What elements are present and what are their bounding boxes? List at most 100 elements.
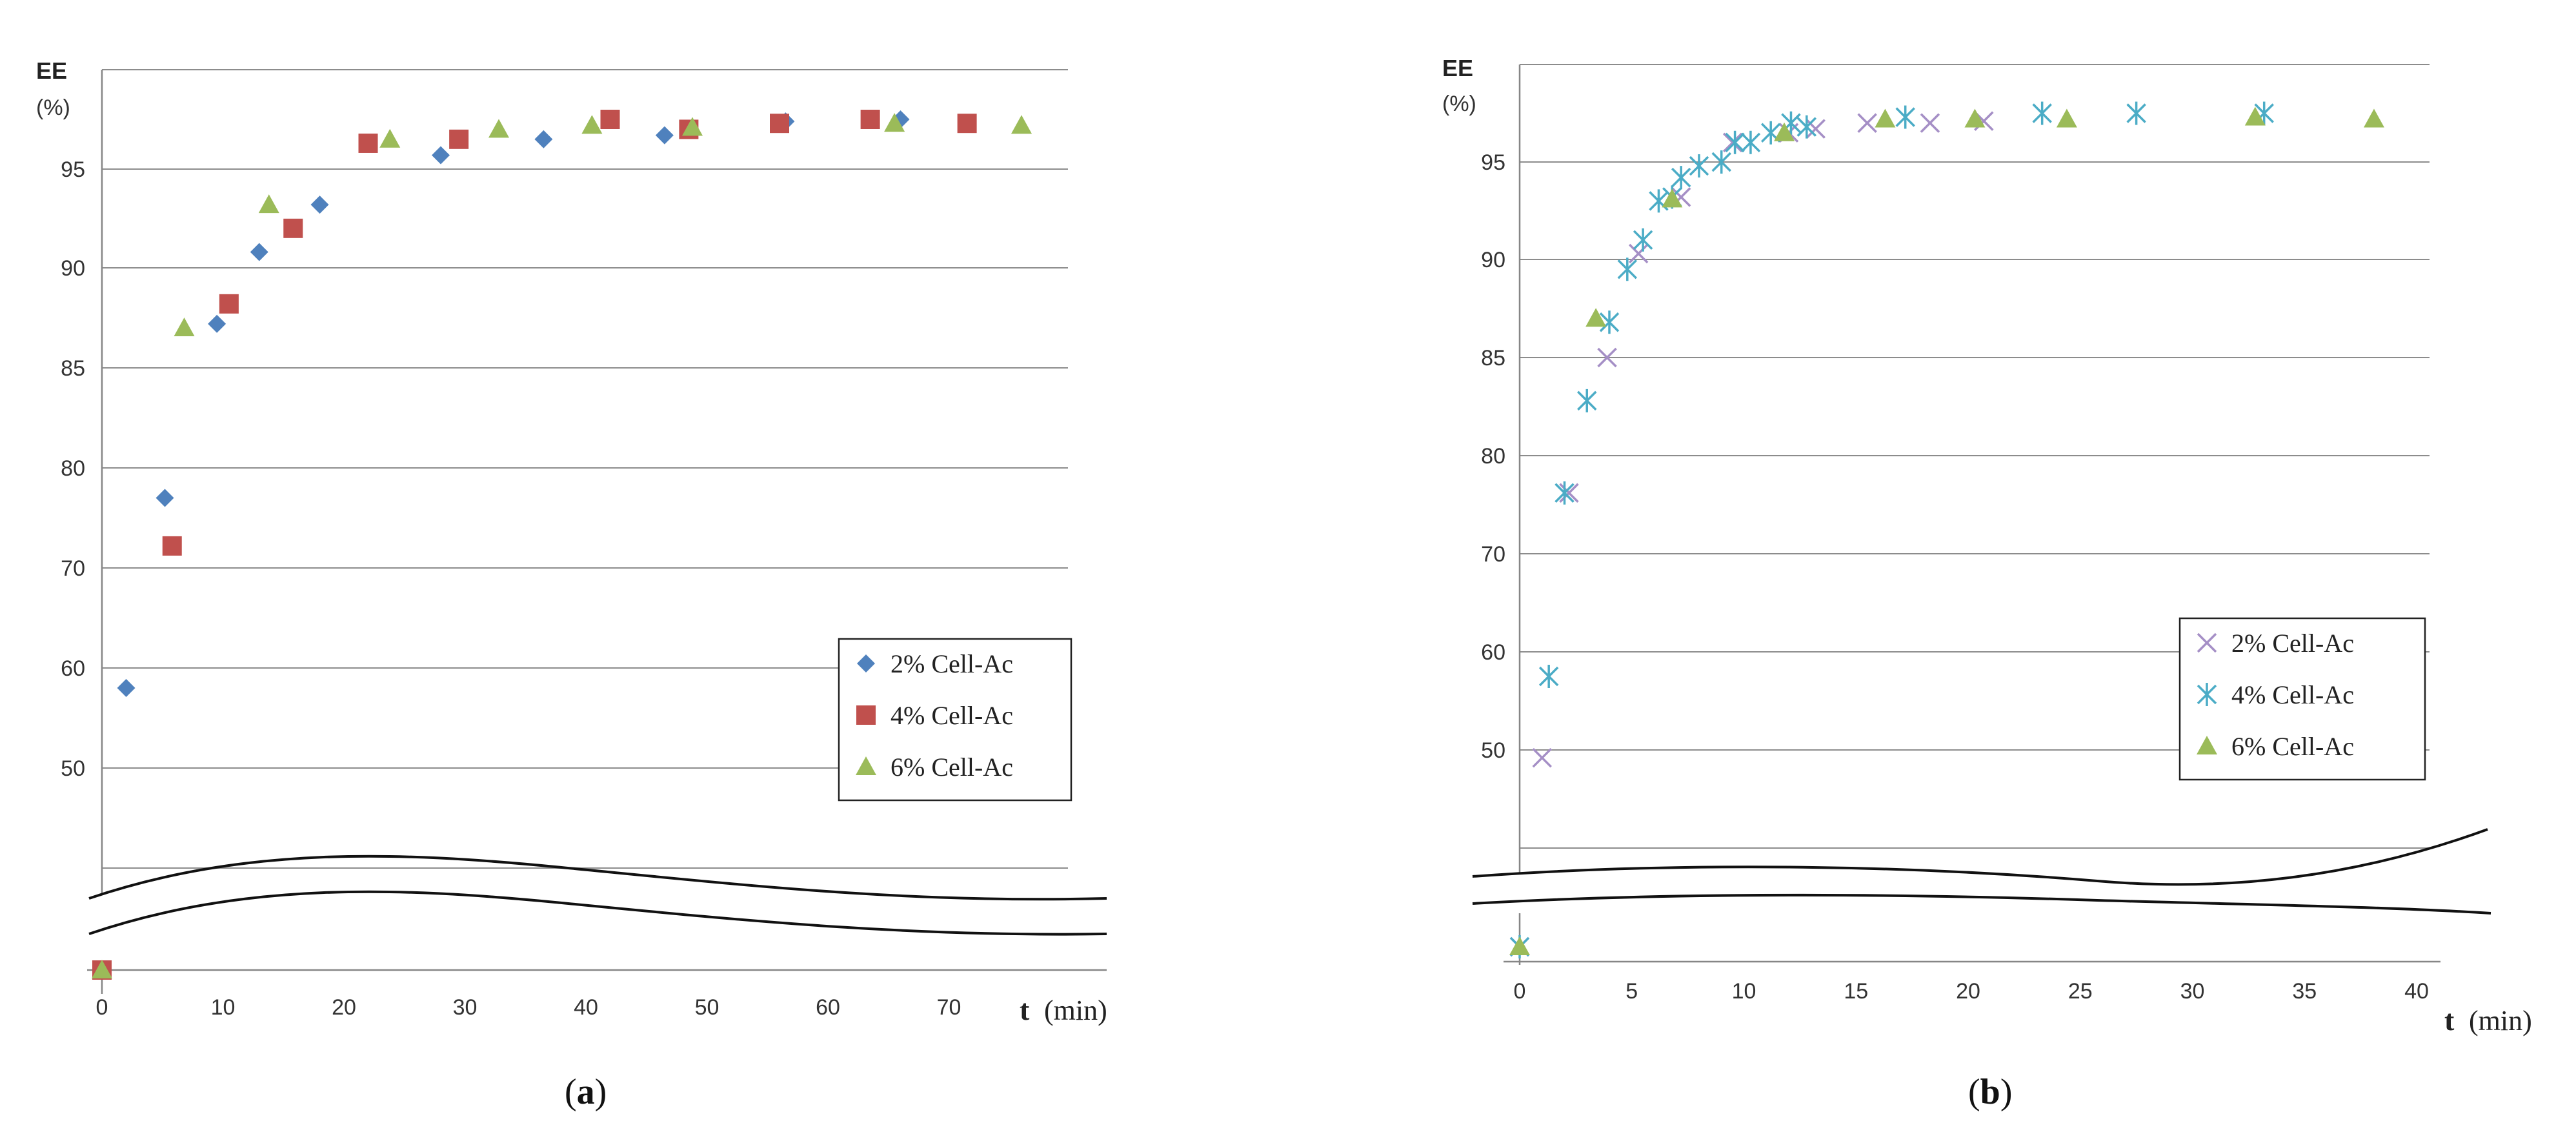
panel-a-legend-label: 6% Cell-Ac [891,753,1013,782]
panel-a-data-point [432,146,450,165]
panel-a-xlabel-unit: (min) [1044,995,1107,1026]
panel-a-data-point [534,130,553,148]
panel-a-ytick-label: 70 [61,556,85,581]
panel-a-data-point [860,110,880,129]
panel-a-xtick-label: 30 [453,995,478,1020]
panel-a-data-point [283,218,303,238]
panel-b-xtick-label: 10 [1732,979,1756,1004]
panel-b-xlabel-var: t [2444,1004,2455,1037]
panel-a-data-point [219,294,239,314]
panel-a-xtick-label: 50 [695,995,719,1020]
panel-a-xtick-label: 0 [96,995,108,1020]
panel-a-data-point [156,489,174,507]
panel-b-ylabel-unit: (%) [1442,92,1476,116]
panel-b-data-point [1538,665,1559,688]
panel-b-data-point [1662,188,1683,208]
panel-a-data-point [957,114,977,134]
panel-b-data-point [1633,228,1653,252]
panel-b-data-point [1689,154,1709,178]
panel-b-data-point [1532,747,1552,768]
panel-b-data-point [2126,101,2146,125]
panel-b-data-point [1875,108,1896,128]
panel-b-data-point [1628,243,1649,264]
panel-b-data-point [1920,113,1940,133]
panel-a-data-point [770,114,789,134]
panel-b-data-point [1585,308,1607,327]
panel-b-data-point [1649,189,1669,213]
panel-a-legend-label: 4% Cell-Ac [891,701,1013,730]
panel-a-legend-marker [856,756,876,775]
panel-b-xtick-label: 25 [2068,979,2093,1004]
panel-a-xtick-label: 60 [816,995,840,1020]
panel-a-axis-break [88,855,1107,936]
panel-b-legend-label: 6% Cell-Ac [2231,732,2354,761]
panel-b: EE (%) 50 60 70 80 85 90 95 0 5 10 15 20 25 30 35 40 t… [1442,55,2532,1112]
panel-b-xtick-label: 40 [2404,979,2429,1004]
panel-b-data-point [1722,132,1743,153]
panel-b-data-point [1774,122,1795,141]
panel-a-caption: (a) [565,1072,607,1112]
panel-b-ytick-label: 95 [1481,150,1505,175]
panel-a-ytick-label: 95 [61,157,85,182]
panel-a-legend-marker [857,654,875,673]
panel-a-data-point [358,133,378,153]
panel-b-axis-break [1472,828,2491,915]
panel-a-xlabel-var: t [1020,993,1030,1026]
panel-b-data-point [1599,310,1620,334]
panel-b-ytick-label: 50 [1481,738,1505,763]
panel-b-xtick-label: 15 [1844,979,1868,1004]
panel-a-data-point [682,117,703,136]
panel-b-legend-label: 4% Cell-Ac [2231,680,2354,709]
panel-b-xtick-label: 20 [1956,979,1980,1004]
panel-a-data-point [92,960,112,978]
panel-b-xtick-label: 35 [2292,979,2317,1004]
panel-b-data-point [2244,106,2266,126]
panel-b-series-triangle [1509,106,2384,955]
panel-b-data-point [1559,483,1579,503]
panel-b-ytick-label: 85 [1481,346,1505,370]
panel-a-xtick-label: 40 [574,995,598,1020]
panel-b-data-point [1711,150,1731,174]
panel-b-data-point [1555,481,1575,505]
panel-b-ytick-label: 70 [1481,542,1505,567]
panel-a-data-point [310,196,329,214]
panel-b-xtick-label: 30 [2180,979,2205,1004]
panel-a-ylabel: EE [36,57,67,84]
panel-a-data-point [258,194,279,214]
panel-a-xtick-label: 70 [937,995,961,1020]
panel-a-data-point [449,129,469,149]
panel-a-data-point [117,679,136,697]
panel-b-ytick-label: 80 [1481,444,1505,469]
panel-b-data-point [1577,389,1597,412]
panel-b-xlabel-unit: (min) [2469,1005,2532,1037]
panel-b-caption: (b) [1968,1072,2012,1112]
panel-b-legend-marker [2197,632,2217,653]
panel-a-series-square [92,110,977,980]
panel-b-data-point [1740,130,1761,154]
panel-a-data-point [884,113,905,132]
panel-b-ytick-label: 60 [1481,640,1505,665]
panel-b-data-point [1617,258,1638,281]
panel-b-data-point [1671,166,1691,190]
panel-a-legend-label: 2% Cell-Ac [891,649,1013,678]
panel-a-xtick-label: 10 [211,995,236,1020]
panel-a-data-point [379,128,401,148]
panel-b-legend-marker [2197,683,2217,706]
panel-a-ytick-label: 50 [61,756,85,781]
panel-b-series-asterisk [1509,101,2274,958]
panel-a-xtick-label: 20 [332,995,356,1020]
panel-b-legend-marker [2197,736,2217,754]
panel-b-ytick-label: 90 [1481,248,1505,272]
panel-a-series-triangle [92,113,1032,978]
panel-b-axes [1504,65,2440,965]
panel-b-data-point [1857,113,1877,133]
panel-b-data-point [2363,108,2384,128]
panel-a-data-point [250,243,268,261]
panel-a-data-point [208,314,226,333]
panel-a-ylabel-unit: (%) [36,96,70,120]
panel-b-ylabel: EE [1442,55,1473,81]
panel-b-data-point [2032,101,2052,125]
panel-a-data-point [1011,115,1032,134]
